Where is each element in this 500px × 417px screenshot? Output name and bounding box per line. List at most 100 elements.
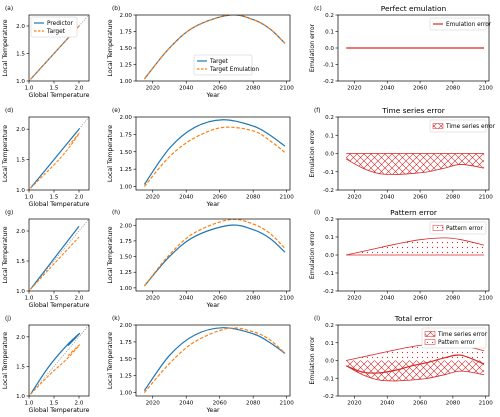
x-tick-label: 1.0	[25, 195, 34, 201]
panel-k: (k) 2020 2040 2060 2080 2100 1.00 1.25 1.50 1.75 2…	[107, 316, 294, 414]
axes-frame	[135, 218, 291, 292]
x-tick-label: 2020	[146, 195, 161, 201]
error-area-time-series-error	[346, 153, 485, 175]
x-tick-label: 1.0	[25, 296, 34, 302]
error-boundary-line	[346, 158, 485, 175]
legend: Time series error	[429, 119, 496, 133]
x-tick-label: 2040	[380, 86, 395, 92]
x-tick-label: 2080	[246, 195, 261, 201]
panel-label: (j)	[5, 316, 11, 322]
y-tick-label: 0.2	[325, 13, 334, 19]
x-tick-label: 2100	[280, 86, 295, 92]
plot-area	[29, 219, 89, 291]
x-tick-label: 2080	[446, 195, 461, 201]
y-axis-label: Local Temperature	[2, 332, 9, 389]
error-area-pattern-error	[346, 237, 485, 255]
panel-b: (b) 2020 2040 2060 2080 2100 1.00 1.25 1.50 1.75 2…	[107, 6, 294, 99]
x-tick-label: 2100	[479, 401, 494, 407]
axes-frame	[337, 116, 490, 191]
y-tick-label: 1.00	[120, 391, 133, 397]
y-tick-label: -0.2	[323, 394, 334, 400]
x-tick-label: 2060	[413, 296, 428, 302]
series-line-target	[143, 327, 286, 391]
x-tick-label: 2060	[213, 86, 228, 92]
y-axis-label: Local Temperature	[2, 125, 9, 182]
x-tick-label: 1.5	[50, 296, 59, 302]
panel-label: (c)	[314, 6, 322, 12]
series-line-target-emulation	[143, 126, 286, 187]
plot-area	[143, 15, 286, 80]
x-tick-label: 1.5	[50, 86, 59, 92]
y-tick-label: 1.75	[120, 132, 133, 138]
plot-area	[346, 153, 485, 175]
y-tick-label: 1.0	[16, 289, 25, 295]
legend-swatch	[424, 331, 436, 337]
legend-label: Target	[46, 29, 66, 35]
x-tick-label: 2060	[213, 296, 228, 302]
x-axis-label: Year	[205, 302, 220, 309]
legend-box	[421, 327, 487, 349]
y-tick-label: 0.0	[325, 46, 334, 52]
y-tick-label: 1.5	[16, 364, 25, 370]
axes-frame	[135, 14, 291, 82]
legend-label: Pattern error	[438, 340, 475, 346]
plot-area	[29, 117, 89, 190]
y-tick-label: -0.2	[323, 188, 334, 194]
y-axis-label: Emulation error	[309, 336, 316, 385]
x-tick-label: 2.0	[75, 296, 84, 302]
x-tick-label: 2060	[413, 86, 428, 92]
plot-area	[143, 119, 286, 187]
series-line-predictor	[30, 128, 80, 189]
y-tick-label: -0.1	[323, 376, 334, 382]
series-line-target-emulation	[143, 219, 286, 287]
x-tick-label: 2020	[347, 296, 362, 302]
axes-frame	[28, 324, 90, 397]
x-tick-label: 2.0	[75, 195, 84, 201]
legend-label: Time series error	[437, 332, 488, 338]
legend-box	[429, 221, 487, 235]
series-line-predictor	[30, 332, 81, 395]
y-tick-label: 1.75	[120, 340, 133, 346]
axes-frame	[135, 116, 291, 191]
y-tick-label: 1.00	[120, 286, 133, 292]
y-tick-label: 0.0	[325, 253, 334, 259]
y-tick-label: 1.00	[120, 185, 133, 191]
error-boundary-line	[346, 365, 485, 382]
series-line-target	[143, 119, 286, 185]
y-axis-label: Emulation error	[309, 129, 316, 178]
x-tick-label: 1.0	[25, 401, 34, 407]
panel-label: (h)	[112, 210, 120, 216]
x-tick-label: 2060	[213, 195, 228, 201]
error-boundary-line	[346, 237, 485, 256]
legend-box	[429, 119, 487, 133]
series-line-target	[30, 132, 80, 189]
y-tick-label: 1.50	[120, 46, 133, 52]
y-tick-label: 0.0	[325, 359, 334, 365]
x-tick-label: 2060	[413, 401, 428, 407]
x-tick-label: 2080	[446, 296, 461, 302]
x-tick-label: 2040	[380, 401, 395, 407]
legend: Predictor Target	[30, 16, 78, 38]
series-line-target-emulation	[143, 327, 286, 394]
y-tick-label: 0.2	[325, 115, 334, 121]
error-area-time-series-error	[346, 360, 485, 381]
y-axis-label: Local Temperature	[107, 19, 114, 76]
y-tick-label: 0.1	[325, 133, 334, 139]
y-tick-label: 1.50	[120, 255, 133, 261]
x-tick-label: 2100	[280, 296, 295, 302]
legend: Pattern error	[429, 221, 487, 235]
series-line-target	[30, 236, 80, 290]
panel-label: (g)	[5, 210, 13, 216]
panel-label: (i)	[314, 210, 320, 216]
y-tick-label: 2.0	[16, 229, 25, 235]
y-tick-label: 1.25	[120, 374, 133, 380]
y-axis-label: Local Temperature	[2, 226, 9, 283]
x-tick-label: 2020	[146, 86, 161, 92]
x-tick-label: 1.5	[50, 401, 59, 407]
legend-swatch	[432, 225, 444, 231]
legend-label: Emulation error	[446, 22, 492, 28]
y-axis-label: Emulation error	[309, 23, 316, 72]
